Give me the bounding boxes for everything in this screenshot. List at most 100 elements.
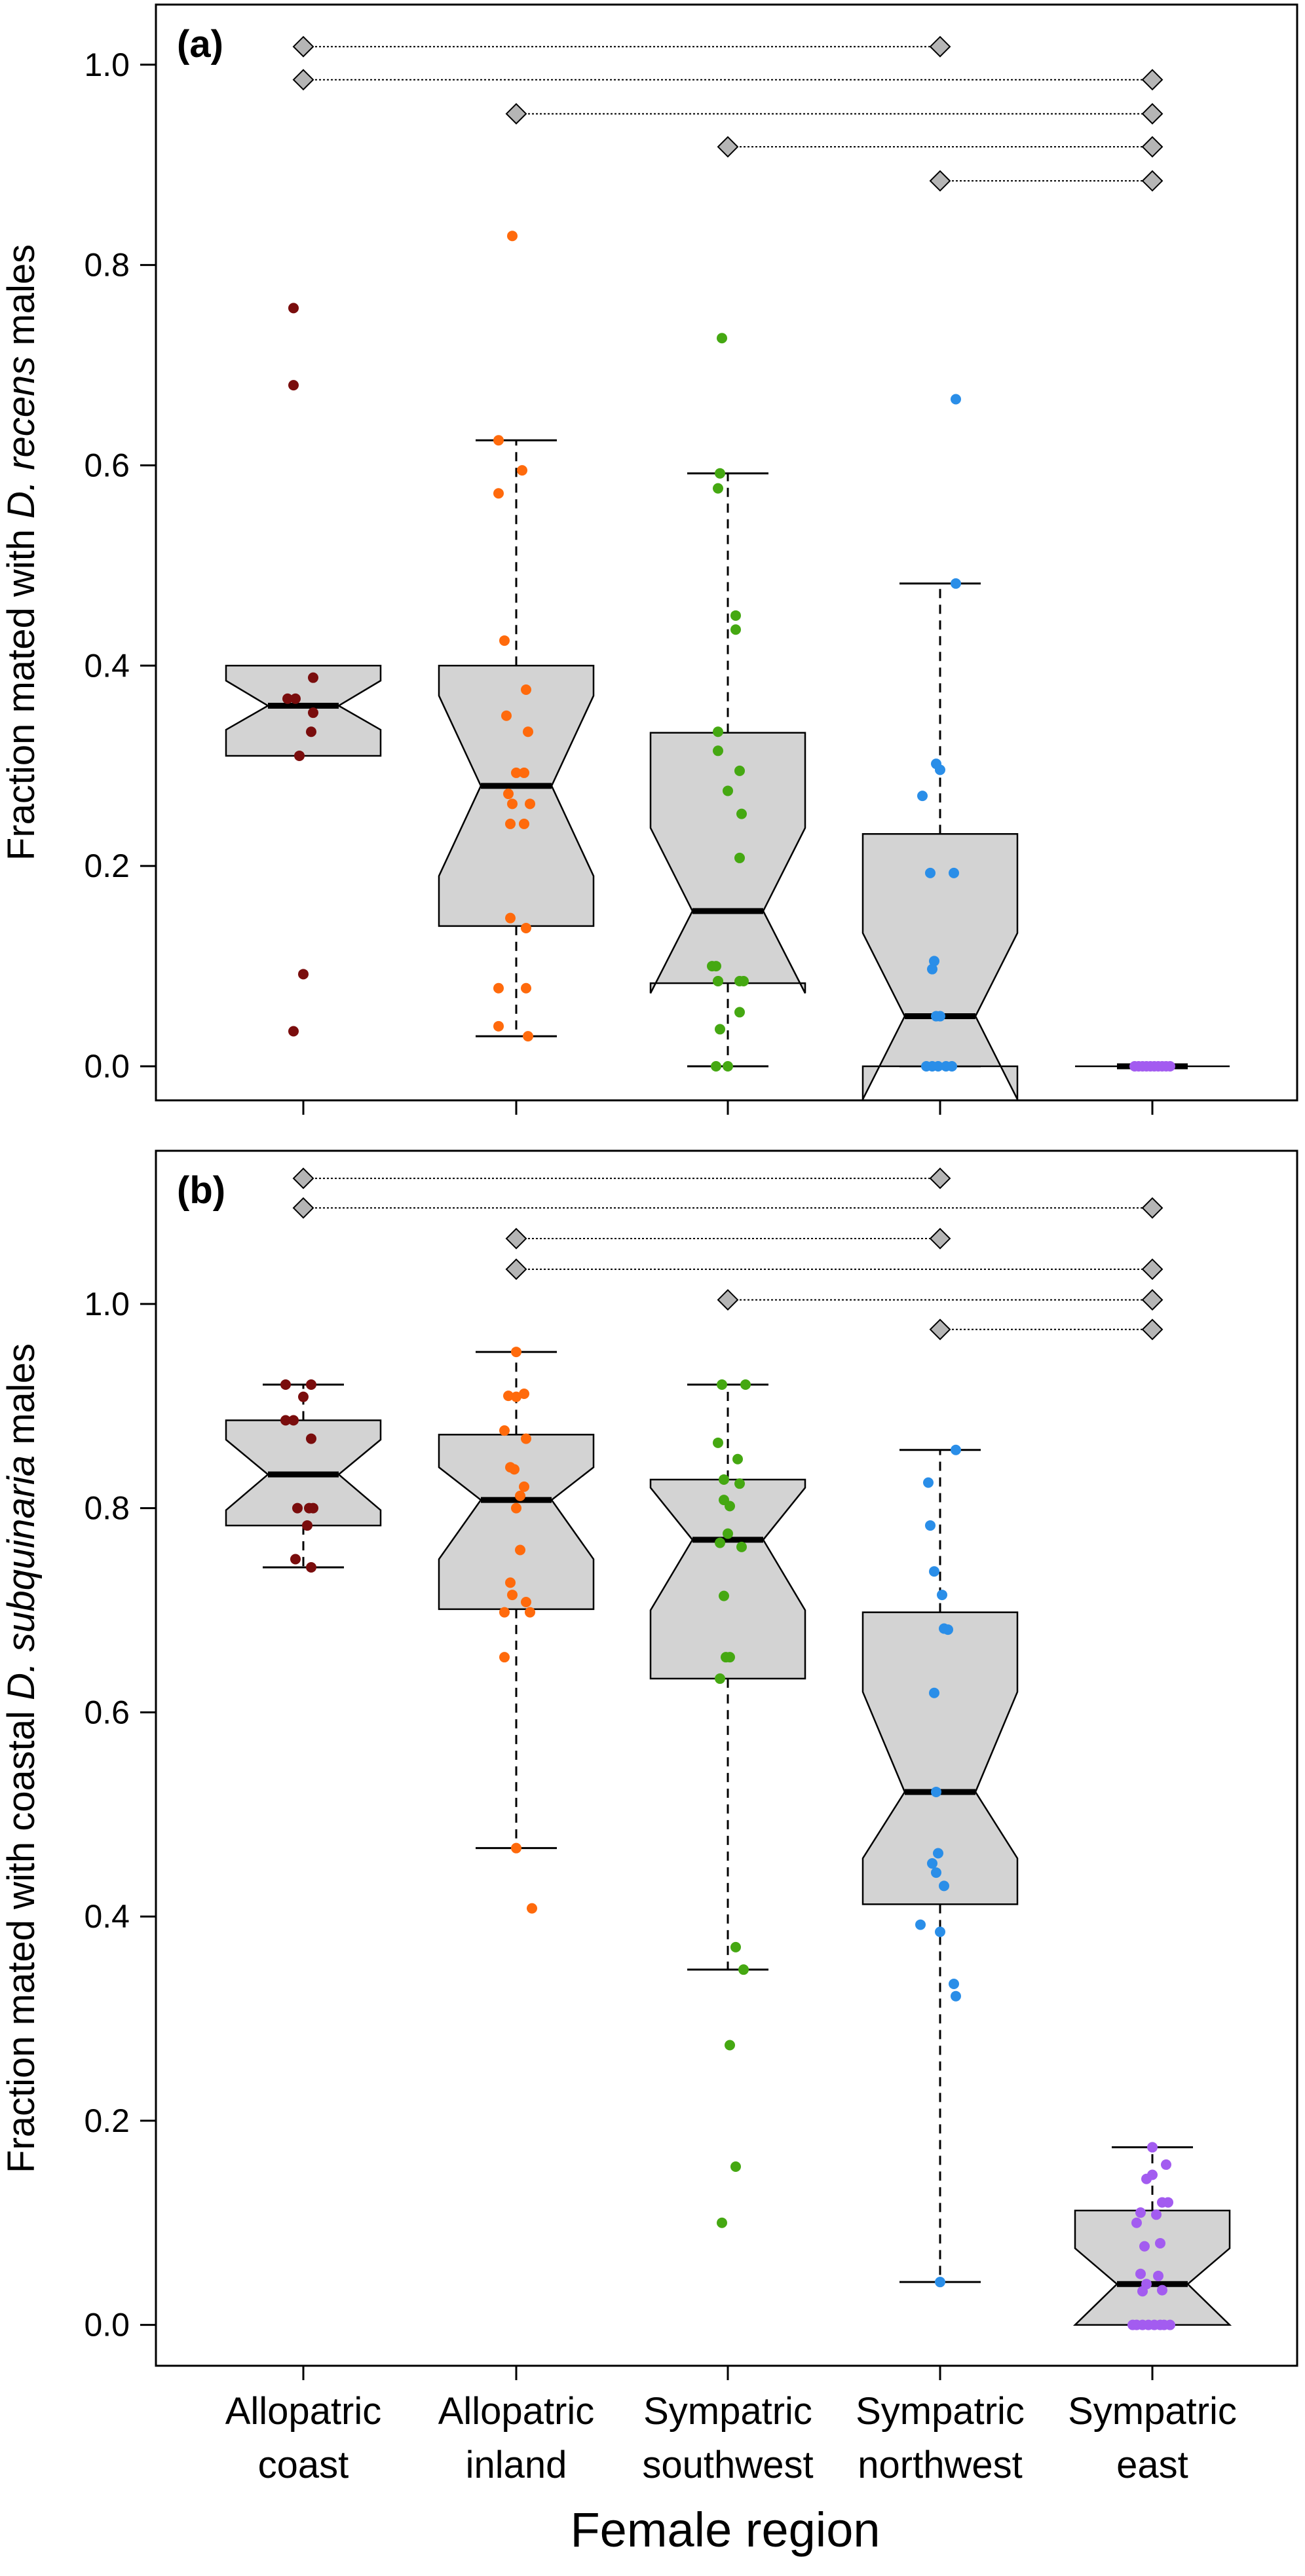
y-tick-label: 0.0 [84, 2307, 130, 2343]
data-point [723, 1528, 733, 1539]
data-point [1135, 2207, 1146, 2218]
data-point [521, 982, 531, 994]
comparison-diamond [505, 1227, 527, 1250]
y-tick-label: 0.4 [84, 647, 130, 684]
data-point [1131, 2217, 1142, 2228]
data-point [935, 2277, 945, 2288]
comparison-diamond [292, 1167, 314, 1189]
y-axis-title: Fraction mated with coastal D. subquinar… [0, 1343, 43, 2173]
data-point [507, 798, 518, 810]
y-axis-title: Fraction mated with D. recens males [0, 244, 43, 861]
x-axis-title: Female region [570, 2503, 880, 2557]
box-group [225, 1383, 382, 1569]
data-point [915, 1919, 926, 1930]
data-point [280, 1379, 291, 1390]
data-point [519, 1481, 529, 1492]
data-point [288, 380, 299, 391]
comparison-diamond [292, 69, 314, 91]
comparison-diamond [292, 35, 314, 58]
data-point [519, 818, 529, 829]
data-point [927, 963, 937, 975]
comparison-bracket [505, 1227, 951, 1250]
data-point [931, 1786, 941, 1797]
data-point [493, 435, 504, 446]
data-point [730, 624, 741, 635]
data-point [719, 1590, 729, 1601]
data-point [290, 1554, 301, 1565]
data-point [933, 1848, 943, 1859]
category-label-line2: southwest [642, 2444, 813, 2486]
data-point [917, 791, 928, 802]
data-point [505, 818, 516, 829]
data-point [292, 1503, 303, 1514]
data-point [511, 1842, 521, 1854]
comparison-diamond [505, 1258, 527, 1280]
data-point [925, 867, 936, 878]
comparison-bracket [717, 1289, 1163, 1311]
comparison-diamond [717, 136, 739, 158]
data-point [521, 922, 531, 933]
data-point [288, 303, 299, 314]
data-point [1147, 2169, 1158, 2180]
category-label-line2: east [1116, 2444, 1188, 2486]
y-tick-label: 0.2 [84, 848, 130, 884]
data-point [949, 867, 959, 878]
data-point [521, 1597, 531, 1607]
data-point [306, 1379, 316, 1390]
notched-box [1072, 2209, 1232, 2326]
y-tick-label: 0.8 [84, 247, 130, 284]
comparison-diamond [1141, 1318, 1163, 1341]
data-point [925, 1520, 936, 1531]
data-point [511, 1503, 521, 1514]
y-tick-label: 1.0 [84, 47, 130, 83]
comparison-diamond [505, 103, 527, 125]
data-point [1153, 2270, 1163, 2281]
box-group [649, 1383, 806, 1971]
data-point [730, 1941, 741, 1952]
data-point [711, 961, 721, 972]
data-point [717, 1379, 727, 1390]
data-point [519, 767, 529, 778]
y-tick-label: 1.0 [84, 1286, 130, 1322]
comparison-bracket [292, 69, 1163, 91]
data-point [511, 767, 521, 778]
data-point [951, 1444, 961, 1455]
category-label-line1: Sympatric [1068, 2390, 1237, 2433]
data-point [499, 1425, 510, 1436]
data-point [713, 1437, 723, 1448]
data-point [501, 710, 512, 721]
y-tick-label: 0.2 [84, 2102, 130, 2139]
comparison-bracket [292, 35, 951, 58]
comparison-diamond [929, 170, 951, 192]
notched-box [649, 732, 806, 994]
data-point [1161, 2159, 1171, 2170]
data-point [1135, 2268, 1146, 2279]
data-point [308, 707, 318, 719]
data-point [515, 1490, 525, 1501]
comparison-diamond [1141, 103, 1163, 125]
comparison-diamond [1141, 1197, 1163, 1219]
notched-box [225, 665, 382, 757]
data-point [723, 785, 733, 796]
panel-b: 0.0 0.2 0.4 0.6 0.8 1.0 Fraction mated with co… [0, 1149, 1298, 2380]
data-point [931, 1867, 941, 1878]
box-group [225, 665, 382, 757]
data-point [715, 1673, 725, 1684]
data-point [1165, 2319, 1175, 2330]
comparison-diamond [929, 1227, 951, 1250]
comparison-bracket [929, 1318, 1163, 1341]
data-point [937, 1590, 947, 1601]
data-point [1155, 2237, 1165, 2249]
comparison-bracket [505, 1258, 1163, 1280]
data-point [738, 976, 749, 987]
data-point [943, 1624, 953, 1635]
data-point [951, 1990, 961, 2002]
data-point [730, 610, 741, 621]
data-point [740, 1379, 751, 1390]
data-point [1141, 2279, 1152, 2290]
data-point [929, 1566, 939, 1577]
data-point [935, 1926, 945, 1937]
data-point [929, 956, 939, 967]
data-point [288, 1415, 299, 1426]
data-point [715, 1537, 725, 1548]
